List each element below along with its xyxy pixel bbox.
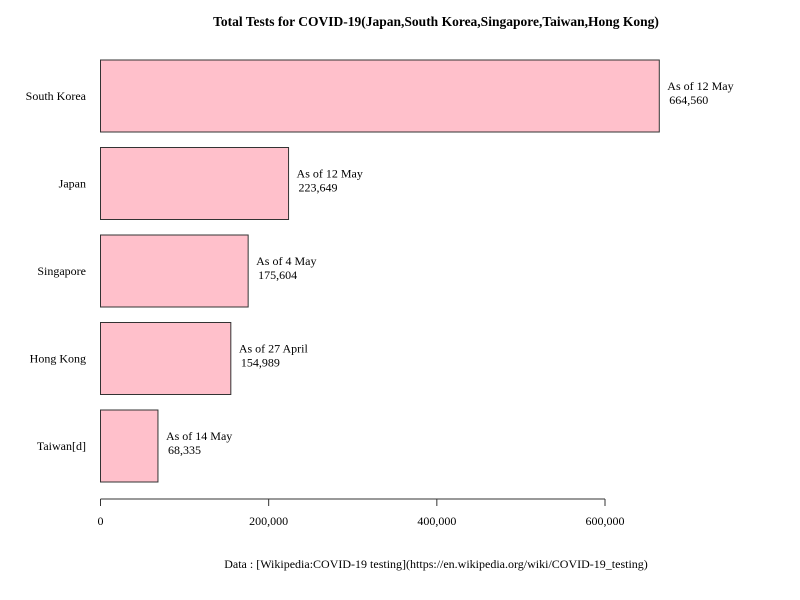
x-axis: 0 200,000 400,000 600,000 [98,498,625,528]
x-tick-label: 200,000 [249,514,288,528]
x-tick-label: 600,000 [586,514,625,528]
annotation-japan: As of 12 May [297,167,363,181]
value-label-singapore: 175,604 [258,268,297,282]
bar-hong-kong [100,322,232,395]
value-label-hong-kong: 154,989 [241,356,280,370]
category-label-hong-kong: Hong Kong [30,352,86,366]
value-label-taiwan-d: 68,335 [168,443,201,457]
annotation-taiwan-d: As of 14 May [166,429,232,443]
annotation-singapore: As of 4 May [256,254,316,268]
data-source-caption: Data : [Wikipedia:COVID-19 testing](http… [224,557,648,571]
category-label-singapore: Singapore [37,264,86,278]
bar-japan [100,147,290,220]
category-label-south-korea: South Korea [26,89,87,103]
chart-title: Total Tests for COVID-19(Japan,South Kor… [213,14,659,29]
value-label-japan: 223,649 [299,181,338,195]
annotation-south-korea: As of 12 May [667,79,733,93]
category-label-taiwan-d: Taiwan[d] [37,439,86,453]
bar-taiwan-d [100,409,159,483]
bar-south-korea [100,59,660,133]
value-label-south-korea: 664,560 [669,93,708,107]
x-tick-label: 0 [98,514,104,528]
category-label-japan: Japan [59,177,86,191]
x-tick-label: 400,000 [417,514,456,528]
bar-singapore [100,234,249,308]
annotation-hong-kong: As of 27 April [239,342,309,356]
